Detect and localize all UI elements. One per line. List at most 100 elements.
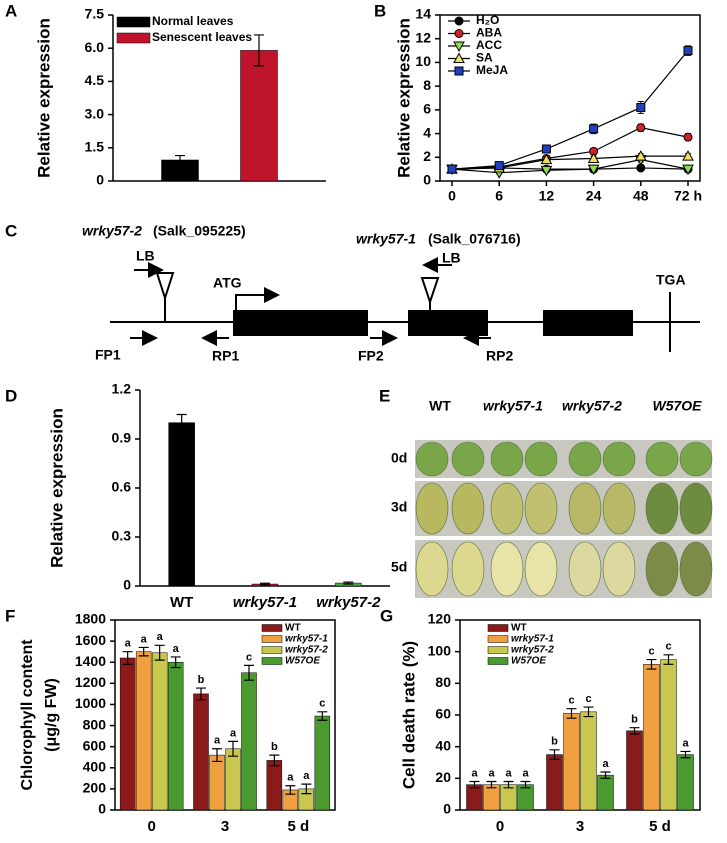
y-tick-label: 0.9 xyxy=(112,430,132,446)
insertion-id: (Salk_076716) xyxy=(428,231,521,247)
y-tick-label: 2 xyxy=(423,148,431,164)
x-tick-label: 5 d xyxy=(649,818,671,835)
bar xyxy=(483,784,500,811)
panel-label: C xyxy=(5,221,17,240)
series-line xyxy=(451,159,689,174)
y-tick-label: 600 xyxy=(83,737,107,753)
row-label: 0d xyxy=(391,450,407,466)
y-tick-label: 14 xyxy=(415,6,431,22)
x-tick-label: 12 xyxy=(539,188,555,204)
y-tick-label: 100 xyxy=(428,642,452,658)
x-tick-label: 0 xyxy=(448,188,456,204)
leaf xyxy=(415,441,449,477)
data-point xyxy=(540,165,553,177)
primer-label: FP2 xyxy=(358,348,384,364)
leaf xyxy=(451,441,485,477)
error-bar xyxy=(269,754,280,767)
y-tick-label: 4 xyxy=(423,124,431,140)
error-bar xyxy=(175,154,185,165)
y-tick-label: 800 xyxy=(83,716,107,732)
y-tick-label: 0 xyxy=(123,577,131,593)
error-bar xyxy=(520,780,531,789)
plot-frame xyxy=(439,14,701,182)
significance-letter: a xyxy=(303,770,310,782)
legend-swatch xyxy=(261,646,283,654)
legend-marker xyxy=(453,52,465,63)
panel-label: F xyxy=(5,606,15,625)
legend-label: wrky57-1 xyxy=(285,634,328,645)
y-tick-label: 60 xyxy=(435,706,451,722)
primer-label: RP2 xyxy=(486,348,513,364)
error-bar xyxy=(646,658,657,670)
data-point xyxy=(683,46,693,56)
y-axis-label: Relative expression xyxy=(394,18,413,178)
significance-letter: c xyxy=(585,693,591,705)
primer-label: RP1 xyxy=(212,348,239,364)
bar xyxy=(240,50,278,182)
bar xyxy=(597,774,614,811)
data-point xyxy=(634,150,647,161)
series-line xyxy=(451,50,689,170)
insertion-line: wrky57-2 xyxy=(82,223,142,239)
data-point xyxy=(587,164,600,176)
data-point xyxy=(589,124,599,134)
error-bar xyxy=(285,785,296,795)
legend-label: wrky57-1 xyxy=(511,634,554,645)
x-tick-label: 0 xyxy=(147,818,155,835)
leaf xyxy=(415,482,449,535)
panel-label: G xyxy=(380,606,393,625)
leaf xyxy=(524,482,558,535)
error-bar xyxy=(244,664,254,681)
leaf xyxy=(490,482,524,535)
data-point xyxy=(587,152,600,163)
bar xyxy=(517,784,534,811)
y-tick-label: 40 xyxy=(435,737,451,753)
y-tick-label: 1600 xyxy=(75,632,106,648)
significance-letter: a xyxy=(157,631,164,643)
legend-marker xyxy=(454,66,464,76)
border-label: LB xyxy=(136,248,155,264)
legend-label: Senescent leaves xyxy=(152,30,252,44)
panel-label: D xyxy=(5,386,17,405)
bar xyxy=(193,693,209,811)
significance-letter: a xyxy=(287,772,294,784)
y-tick-label: 1.5 xyxy=(85,139,105,155)
gene-diagram: C wrky57-2 (Salk_095225) wrky57-1 (Salk_… xyxy=(5,221,700,364)
leaf xyxy=(568,441,602,477)
y-tick-label: 6 xyxy=(423,101,431,117)
bar xyxy=(626,730,643,811)
y-tick-label: 0 xyxy=(98,801,106,817)
significance-letter: c xyxy=(648,645,654,657)
data-point xyxy=(683,132,693,142)
error-bar xyxy=(583,706,594,718)
legend-label: Normal leaves xyxy=(152,14,234,28)
leaf xyxy=(645,541,679,597)
legend-marker xyxy=(453,41,465,53)
legend-label: ACC xyxy=(476,38,502,52)
leaf xyxy=(568,541,602,597)
x-tick-label: 5 d xyxy=(287,818,309,835)
error-bar xyxy=(212,748,222,763)
leaf xyxy=(602,441,636,477)
bar xyxy=(580,711,597,811)
y-tick-label: 0.3 xyxy=(112,528,132,544)
error-bar xyxy=(566,708,577,719)
leaf xyxy=(490,541,524,597)
legend-label: H₂O xyxy=(476,13,499,27)
error-bar xyxy=(663,654,674,665)
error-bar xyxy=(503,780,514,789)
legend-swatch xyxy=(487,646,509,654)
exon xyxy=(543,310,633,336)
error-bar xyxy=(254,34,264,67)
legend-label: WT xyxy=(285,623,301,634)
data-point xyxy=(447,164,457,174)
start-arrow xyxy=(235,287,280,310)
leaf xyxy=(679,541,713,597)
data-point xyxy=(682,164,694,176)
primer-label: FP1 xyxy=(95,347,121,363)
legend-marker xyxy=(454,16,464,26)
y-tick-label: 7.5 xyxy=(85,6,105,22)
panel-label: A xyxy=(5,1,17,20)
legend-swatch xyxy=(487,624,509,632)
leaf xyxy=(602,541,636,597)
